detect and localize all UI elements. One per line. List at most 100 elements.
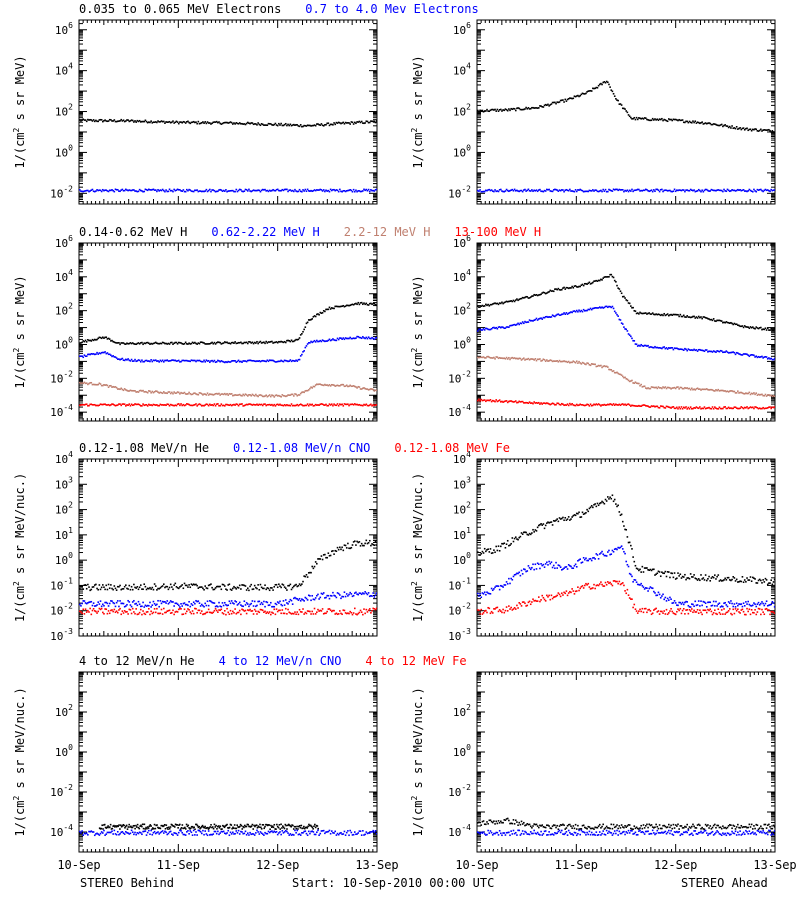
- data-point: [139, 584, 142, 586]
- row-title-2: 0.12-1.08 MeV/n He 0.12-1.08 MeV/n CNO 0.1…: [79, 441, 510, 455]
- data-point: [312, 405, 315, 407]
- data-point: [344, 305, 347, 307]
- data-point: [245, 403, 248, 406]
- data-point: [482, 305, 485, 308]
- data-point: [192, 583, 195, 585]
- plot-frame: [78, 19, 378, 205]
- data-point: [99, 118, 102, 121]
- data-point: [83, 340, 86, 343]
- data-point: [598, 365, 601, 367]
- data-point: [563, 190, 565, 193]
- data-point: [750, 190, 753, 192]
- data-point: [521, 190, 524, 193]
- data-point: [720, 320, 723, 322]
- data-point: [541, 106, 544, 108]
- data-point: [348, 337, 350, 340]
- data-point: [251, 404, 254, 406]
- data-point: [552, 290, 555, 293]
- data-point: [758, 327, 761, 329]
- data-point: [295, 338, 297, 341]
- data-point: [264, 124, 266, 126]
- data-point: [542, 190, 545, 193]
- data-point: [502, 357, 504, 360]
- data-point: [284, 188, 287, 191]
- y-tick-label: 10-1: [50, 576, 73, 592]
- data-point: [362, 387, 364, 390]
- data-point: [81, 382, 83, 384]
- data-point: [252, 588, 255, 590]
- row-title-0-item-1: 0.7 to 4.0 Mev Electrons: [305, 2, 478, 16]
- data-point: [339, 546, 341, 549]
- data-point: [141, 341, 143, 344]
- data-point: [218, 341, 220, 344]
- data-point: [557, 402, 560, 405]
- data-point: [639, 405, 641, 407]
- data-point: [370, 388, 372, 390]
- data-point: [554, 188, 556, 191]
- data-point: [159, 403, 162, 406]
- data-point: [760, 356, 762, 358]
- data-point: [203, 190, 205, 193]
- data-point: [478, 190, 480, 193]
- data-point: [693, 348, 695, 351]
- data-point: [301, 332, 303, 335]
- data-point: [704, 316, 707, 319]
- data-point: [175, 360, 178, 362]
- data-point: [512, 401, 515, 403]
- data-point: [342, 383, 345, 386]
- data-point: [280, 340, 282, 343]
- data-point: [520, 189, 523, 192]
- data-point: [491, 357, 494, 359]
- data-point: [534, 358, 537, 360]
- data-point: [104, 351, 106, 353]
- data-point: [128, 189, 131, 191]
- data-point: [617, 287, 619, 289]
- data-point: [88, 119, 90, 121]
- data-point: [707, 388, 709, 391]
- data-point: [615, 403, 617, 406]
- data-point: [181, 121, 184, 124]
- data-point: [605, 276, 608, 278]
- data-point: [696, 407, 699, 409]
- data-point: [146, 405, 149, 407]
- data-point: [628, 115, 631, 118]
- data-point: [482, 399, 485, 402]
- y-tick-label: 10-2: [50, 369, 73, 385]
- data-point: [160, 404, 163, 406]
- y-tick-label: 104: [453, 268, 471, 284]
- data-point: [214, 190, 217, 193]
- data-point: [496, 400, 499, 403]
- data-point: [299, 124, 302, 126]
- data-point: [541, 292, 544, 294]
- data-point: [593, 403, 595, 406]
- data-point: [543, 359, 546, 361]
- data-point: [318, 123, 320, 126]
- data-point: [209, 361, 211, 364]
- data-point: [230, 189, 233, 192]
- data-point: [90, 340, 93, 342]
- data-point: [529, 402, 532, 404]
- data-point: [365, 388, 368, 390]
- data-point: [539, 188, 541, 191]
- data-point: [760, 326, 762, 329]
- data-point: [557, 101, 560, 104]
- data-point: [244, 123, 247, 126]
- data-point: [564, 360, 567, 363]
- data-point: [558, 288, 561, 291]
- data-point: [483, 357, 486, 359]
- data-point: [156, 589, 158, 591]
- y-axis-label: 1/(cm2 s sr MeV): [12, 275, 27, 388]
- data-point: [664, 347, 667, 350]
- data-point: [375, 304, 377, 307]
- y-tick-label: 102: [55, 103, 73, 119]
- data-point: [532, 190, 534, 193]
- data-point: [537, 294, 540, 296]
- data-point: [482, 110, 485, 113]
- data-point: [657, 386, 660, 388]
- data-point: [740, 128, 743, 131]
- data-point: [364, 303, 366, 306]
- data-point: [750, 406, 753, 409]
- data-point: [695, 316, 698, 318]
- data-point: [296, 124, 299, 126]
- data-point: [715, 189, 717, 192]
